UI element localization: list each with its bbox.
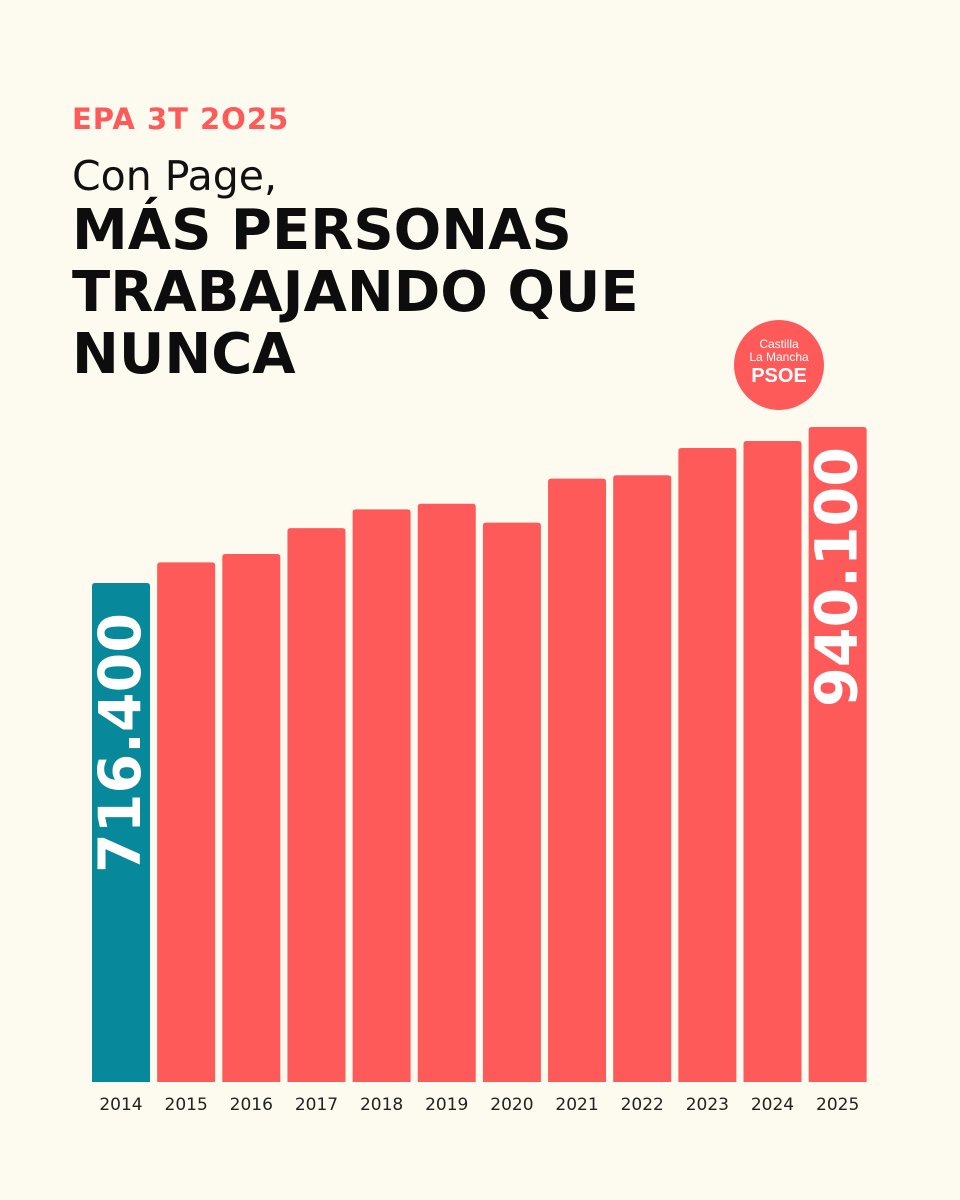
bar-2021 [548, 478, 607, 1082]
bar-2022 [613, 475, 672, 1082]
x-tick-label: 2018 [360, 1095, 403, 1115]
x-tick-label: 2025 [816, 1095, 859, 1115]
chart-subtitle: Con Page, [72, 152, 278, 200]
chart-title: MÁS PERSONAS TRABAJANDO QUE NUNCA [72, 198, 639, 387]
bar-2015 [157, 562, 216, 1082]
bar-value-label-2014: 716.400 [86, 613, 154, 873]
x-tick-label: 2024 [751, 1095, 794, 1115]
x-tick-label: 2022 [621, 1095, 664, 1115]
logo-line-2: La Mancha [749, 350, 809, 364]
x-tick-label: 2017 [295, 1095, 338, 1115]
x-tick-label: 2015 [165, 1095, 208, 1115]
x-tick-label: 2023 [686, 1095, 729, 1115]
bar-2016 [222, 553, 281, 1082]
bar-2017 [287, 528, 346, 1082]
bar-2018 [352, 509, 411, 1082]
bar-2024 [743, 441, 802, 1083]
x-tick-label: 2020 [490, 1095, 533, 1115]
chart-kicker: EPA 3T 2O25 [72, 102, 290, 136]
x-tick-label: 2021 [555, 1095, 598, 1115]
x-tick-label: 2019 [425, 1095, 468, 1115]
bar-2014 [92, 583, 150, 1082]
bar-2023 [678, 447, 737, 1082]
logo-line-1: Castilla [759, 337, 799, 351]
psoe-logo: Castilla La Mancha PSOE [734, 320, 824, 410]
x-tick-label: 2016 [230, 1095, 273, 1115]
bar-2020 [482, 522, 541, 1082]
bar-2025 [808, 427, 867, 1082]
bar-value-label-2025: 940.100 [803, 447, 871, 707]
logo-line-3: PSOE [751, 365, 807, 387]
bar-2019 [417, 503, 476, 1082]
x-tick-label: 2014 [99, 1095, 142, 1115]
